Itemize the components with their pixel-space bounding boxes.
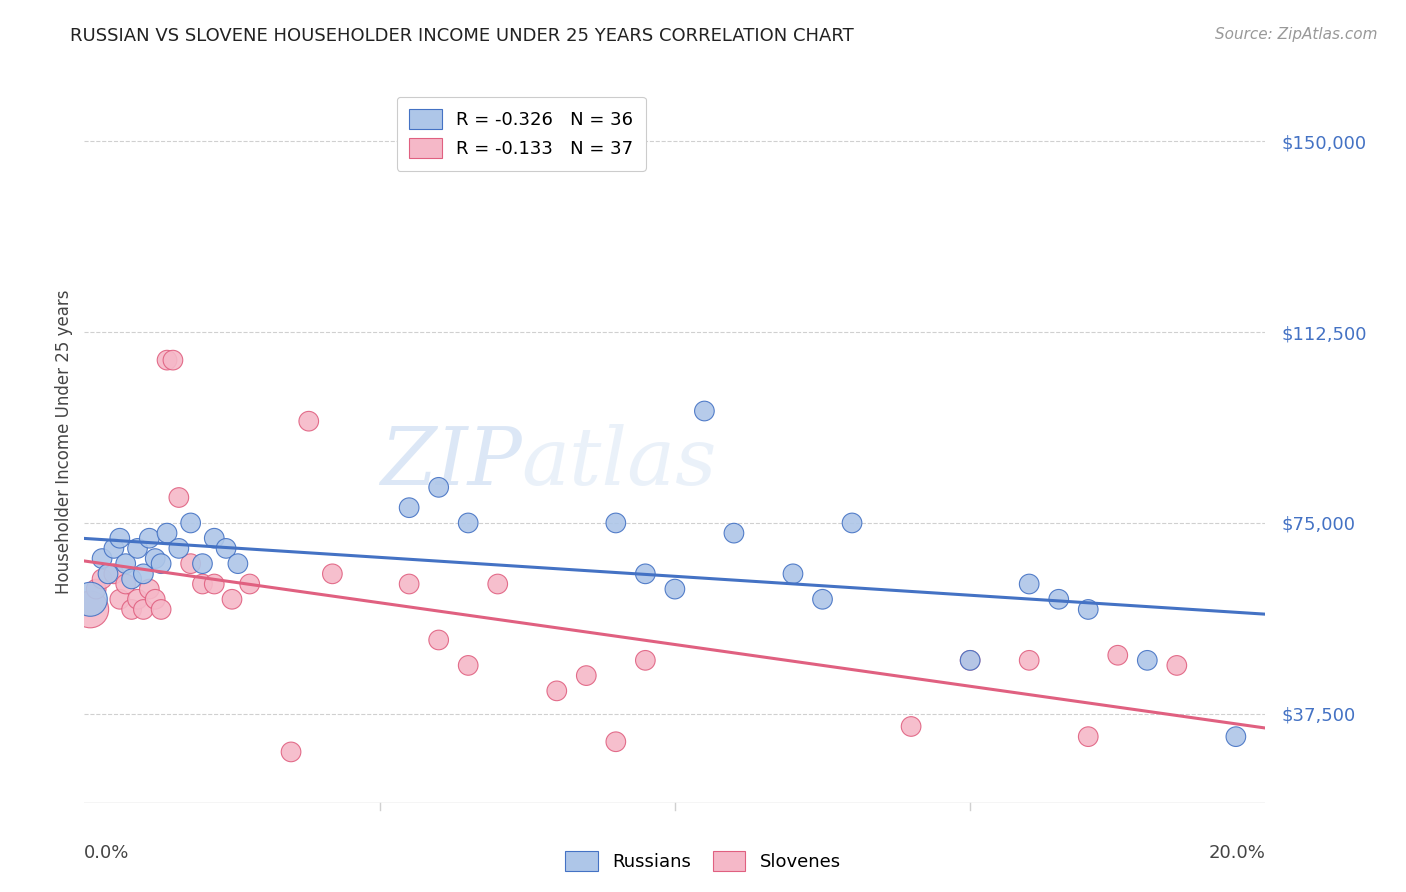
Legend: Russians, Slovenes: Russians, Slovenes xyxy=(558,844,848,879)
Point xyxy=(280,745,302,759)
Point xyxy=(180,557,202,571)
Point xyxy=(79,592,101,607)
Point xyxy=(427,632,450,647)
Point xyxy=(103,541,125,556)
Point xyxy=(108,531,131,545)
Point xyxy=(132,566,155,581)
Point xyxy=(215,541,238,556)
Point xyxy=(226,557,249,571)
Point xyxy=(132,602,155,616)
Text: 0.0%: 0.0% xyxy=(84,844,129,862)
Point xyxy=(398,577,420,591)
Point xyxy=(143,592,166,607)
Point xyxy=(221,592,243,607)
Text: Source: ZipAtlas.com: Source: ZipAtlas.com xyxy=(1215,27,1378,42)
Point xyxy=(1225,730,1247,744)
Point xyxy=(156,353,179,368)
Point xyxy=(782,566,804,581)
Point xyxy=(398,500,420,515)
Point xyxy=(143,551,166,566)
Point xyxy=(321,566,343,581)
Point xyxy=(841,516,863,530)
Point xyxy=(138,531,160,545)
Point xyxy=(900,719,922,733)
Point xyxy=(457,658,479,673)
Point xyxy=(457,516,479,530)
Point xyxy=(1136,653,1159,667)
Point xyxy=(127,541,149,556)
Text: atlas: atlas xyxy=(522,425,717,502)
Point xyxy=(1018,653,1040,667)
Point xyxy=(191,577,214,591)
Legend: R = -0.326   N = 36, R = -0.133   N = 37: R = -0.326 N = 36, R = -0.133 N = 37 xyxy=(396,96,645,170)
Point xyxy=(167,541,190,556)
Point xyxy=(1077,730,1099,744)
Point xyxy=(156,526,179,541)
Point xyxy=(121,602,143,616)
Point xyxy=(634,566,657,581)
Point xyxy=(150,602,173,616)
Point xyxy=(1018,577,1040,591)
Point xyxy=(693,404,716,418)
Point xyxy=(959,653,981,667)
Point xyxy=(202,577,225,591)
Point xyxy=(811,592,834,607)
Point xyxy=(575,668,598,682)
Point xyxy=(114,577,136,591)
Text: RUSSIAN VS SLOVENE HOUSEHOLDER INCOME UNDER 25 YEARS CORRELATION CHART: RUSSIAN VS SLOVENE HOUSEHOLDER INCOME UN… xyxy=(70,27,853,45)
Text: ZIP: ZIP xyxy=(380,425,522,502)
Point xyxy=(84,582,107,596)
Point xyxy=(91,572,114,586)
Point xyxy=(167,491,190,505)
Point xyxy=(959,653,981,667)
Point xyxy=(605,735,627,749)
Point xyxy=(427,480,450,494)
Y-axis label: Householder Income Under 25 years: Householder Income Under 25 years xyxy=(55,289,73,594)
Point xyxy=(723,526,745,541)
Point xyxy=(1047,592,1070,607)
Point xyxy=(1107,648,1129,663)
Point xyxy=(162,353,184,368)
Point xyxy=(121,572,143,586)
Point xyxy=(114,557,136,571)
Point xyxy=(91,551,114,566)
Point xyxy=(79,602,101,616)
Text: 20.0%: 20.0% xyxy=(1209,844,1265,862)
Point xyxy=(103,566,125,581)
Point xyxy=(298,414,321,428)
Point xyxy=(605,516,627,530)
Point xyxy=(202,531,225,545)
Point xyxy=(486,577,509,591)
Point xyxy=(180,516,202,530)
Point xyxy=(1166,658,1188,673)
Point xyxy=(191,557,214,571)
Point xyxy=(1077,602,1099,616)
Point xyxy=(108,592,131,607)
Point xyxy=(664,582,686,596)
Point xyxy=(138,582,160,596)
Point xyxy=(634,653,657,667)
Point xyxy=(239,577,262,591)
Point xyxy=(150,557,173,571)
Point xyxy=(546,684,568,698)
Point xyxy=(127,592,149,607)
Point xyxy=(97,566,120,581)
